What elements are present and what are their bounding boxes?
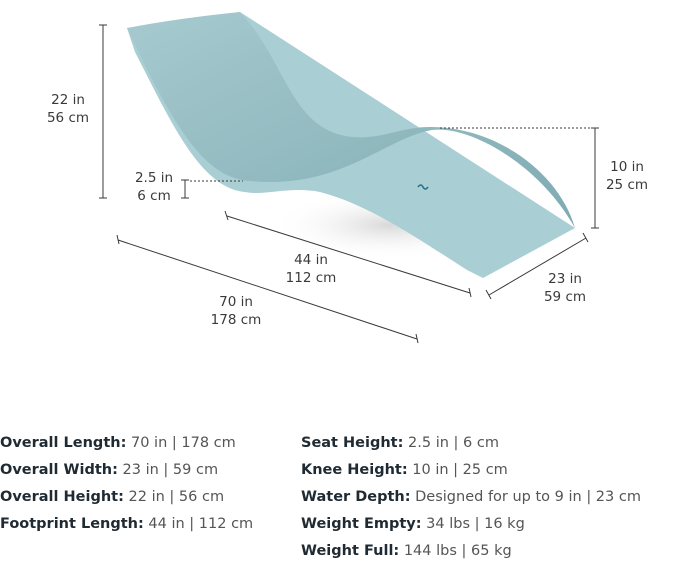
- length-in: 70 in: [219, 294, 253, 310]
- width-in: 23 in: [548, 271, 582, 287]
- spec-value: 22 in | 56 cm: [128, 489, 225, 505]
- spec-label: Overall Width:: [0, 462, 118, 478]
- seat-in: 2.5 in: [134, 170, 174, 186]
- spec-row: Weight Full: 144 lbs | 65 kg: [301, 538, 641, 565]
- chair-top-surface: [127, 12, 575, 228]
- height-label: 22 in 56 cm: [28, 91, 108, 127]
- spec-label: Weight Full:: [301, 543, 400, 559]
- spec-value: 10 in | 25 cm: [412, 462, 508, 478]
- height-in: 22 in: [51, 92, 85, 108]
- spec-row: Seat Height: 2.5 in | 6 cm: [301, 430, 641, 457]
- specs-right: Seat Height: 2.5 in | 6 cm Knee Height: …: [301, 430, 641, 565]
- footprint-in: 44 in: [294, 252, 328, 268]
- length-cm: 178 cm: [210, 312, 262, 328]
- spec-row: Weight Empty: 34 lbs | 16 kg: [301, 511, 641, 538]
- length-label: 70 in 178 cm: [196, 293, 276, 329]
- specs-left: Overall Length: 70 in | 178 cm Overall W…: [0, 430, 253, 538]
- logo-mark-icon: [417, 184, 429, 190]
- spec-row: Overall Width: 23 in | 59 cm: [0, 457, 253, 484]
- spec-label: Footprint Length:: [0, 516, 144, 532]
- seat-cm: 6 cm: [137, 188, 171, 204]
- spec-row: Overall Height: 22 in | 56 cm: [0, 484, 253, 511]
- knee-in: 10 in: [610, 159, 644, 175]
- spec-value: 70 in | 178 cm: [130, 435, 236, 451]
- spec-row: Water Depth: Designed for up to 9 in | 2…: [301, 484, 641, 511]
- spec-label: Knee Height:: [301, 462, 408, 478]
- knee-height-label: 10 in 25 cm: [587, 158, 667, 194]
- spec-label: Overall Height:: [0, 489, 124, 505]
- knee-cm: 25 cm: [605, 177, 649, 193]
- seat-height-label: 2.5 in 6 cm: [114, 169, 194, 205]
- spec-label: Water Depth:: [301, 489, 411, 505]
- spec-value: Designed for up to 9 in | 23 cm: [415, 489, 641, 505]
- spec-value: 144 lbs | 65 kg: [403, 543, 512, 559]
- height-cm: 56 cm: [46, 110, 90, 126]
- spec-label: Overall Length:: [0, 435, 127, 451]
- footprint-cm: 112 cm: [285, 270, 337, 286]
- spec-label: Weight Empty:: [301, 516, 422, 532]
- footprint-label: 44 in 112 cm: [271, 251, 351, 287]
- spec-value: 23 in | 59 cm: [122, 462, 219, 478]
- spec-value: 2.5 in | 6 cm: [408, 435, 499, 451]
- spec-value: 34 lbs | 16 kg: [426, 516, 525, 532]
- spec-label: Seat Height:: [301, 435, 404, 451]
- spec-row: Knee Height: 10 in | 25 cm: [301, 457, 641, 484]
- spec-row: Overall Length: 70 in | 178 cm: [0, 430, 253, 457]
- width-label: 23 in 59 cm: [525, 270, 605, 306]
- spec-row: Footprint Length: 44 in | 112 cm: [0, 511, 253, 538]
- width-cm: 59 cm: [543, 289, 587, 305]
- spec-value: 44 in | 112 cm: [148, 516, 254, 532]
- dimension-lines: [99, 24, 599, 344]
